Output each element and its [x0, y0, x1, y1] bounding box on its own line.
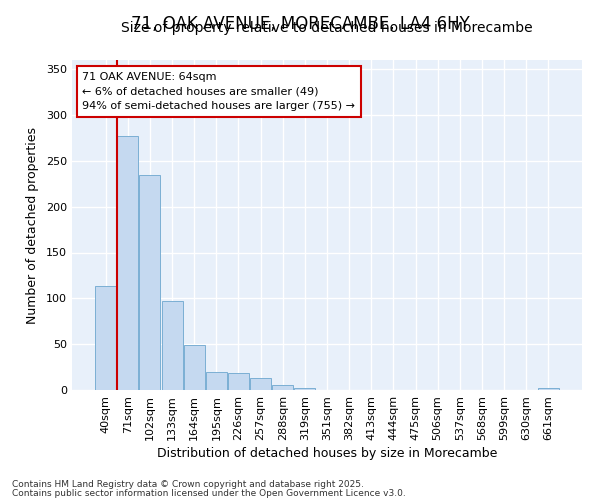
Bar [95, 286, 116, 390]
Bar [184, 345, 205, 390]
Text: Contains HM Land Registry data © Crown copyright and database right 2025.: Contains HM Land Registry data © Crown c… [12, 480, 364, 489]
Text: 71, OAK AVENUE, MORECAMBE, LA4 6HY: 71, OAK AVENUE, MORECAMBE, LA4 6HY [131, 15, 469, 33]
Bar [538, 388, 559, 390]
Text: Contains public sector information licensed under the Open Government Licence v3: Contains public sector information licen… [12, 488, 406, 498]
Bar [139, 174, 160, 390]
Bar [272, 386, 293, 390]
Text: 71 OAK AVENUE: 64sqm
← 6% of detached houses are smaller (49)
94% of semi-detach: 71 OAK AVENUE: 64sqm ← 6% of detached ho… [82, 72, 355, 111]
Bar [250, 378, 271, 390]
Bar [206, 372, 227, 390]
Y-axis label: Number of detached properties: Number of detached properties [26, 126, 39, 324]
Bar [295, 388, 316, 390]
Bar [228, 372, 249, 390]
Title: Size of property relative to detached houses in Morecambe: Size of property relative to detached ho… [121, 21, 533, 35]
Bar [118, 136, 139, 390]
Bar [161, 301, 182, 390]
X-axis label: Distribution of detached houses by size in Morecambe: Distribution of detached houses by size … [157, 447, 497, 460]
